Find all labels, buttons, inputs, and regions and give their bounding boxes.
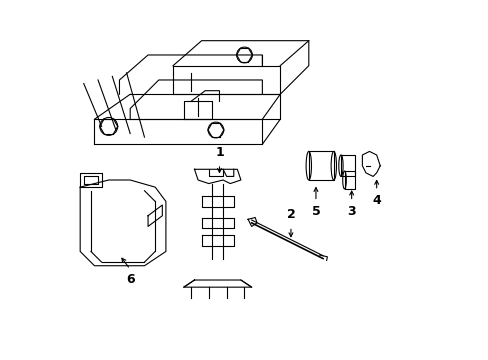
Text: 1: 1 — [215, 145, 224, 158]
Text: 5: 5 — [311, 205, 320, 218]
Text: 3: 3 — [346, 205, 355, 218]
Text: 6: 6 — [125, 273, 134, 286]
Text: 2: 2 — [286, 208, 295, 221]
Text: 4: 4 — [371, 194, 380, 207]
